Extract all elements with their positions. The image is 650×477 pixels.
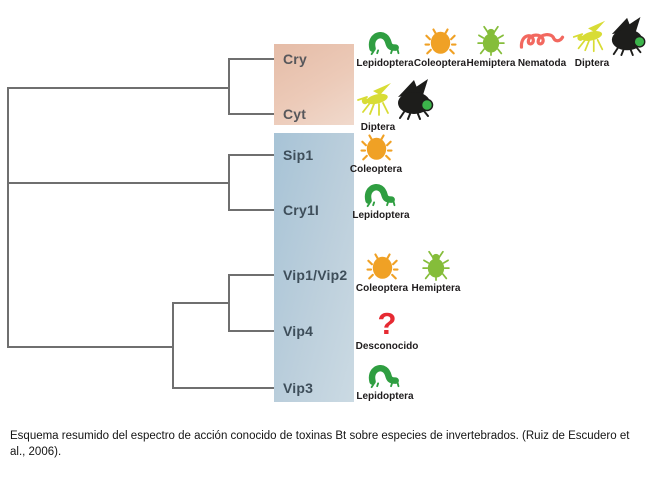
target-name: Hemiptera	[411, 283, 461, 294]
toxin-label-vip4: Vip4	[283, 323, 314, 339]
target-name: Diptera	[574, 58, 610, 69]
tree-branch-vip-clade	[7, 346, 173, 348]
target-name: Lepidoptera	[356, 391, 414, 402]
target-vip4-unknown: ? Desconocido	[355, 306, 419, 352]
aphid-icon	[421, 250, 451, 281]
mosquito-fly-icon	[319, 78, 437, 120]
beetle-mite-icon	[365, 252, 399, 281]
tree-tip-cyt	[228, 113, 280, 115]
target-name: Coleoptera	[355, 283, 409, 294]
target-vip3-lepidoptera: Lepidoptera	[356, 363, 414, 402]
target-name: Lepidoptera	[352, 210, 410, 221]
target-name: Hemiptera	[466, 58, 516, 69]
target-name: Coleoptera	[349, 164, 403, 175]
target-cry1i-lepidoptera: Lepidoptera	[352, 184, 410, 221]
tree-junction-cry-cyt	[228, 58, 230, 115]
toxin-label-cry1i: Cry1I	[283, 202, 320, 218]
aphid-icon	[476, 25, 506, 56]
target-vip1vip2-coleoptera: Coleoptera	[356, 252, 408, 294]
beetle-mite-icon	[423, 28, 457, 56]
caterpillar-icon	[367, 363, 404, 389]
target-name: Desconocido	[355, 341, 419, 352]
tree-tip-cry1i	[228, 209, 280, 211]
toxin-label-vip1vip2: Vip1/Vip2	[283, 267, 348, 283]
target-cry-lepidoptera: Lepidoptera	[356, 28, 414, 69]
target-cry-hemiptera: Hemiptera	[466, 25, 516, 69]
target-name: Lepidoptera	[356, 58, 414, 69]
tree-branch-vip12-vip4-pair	[172, 302, 230, 304]
target-name: Diptera	[360, 122, 396, 133]
target-vip1vip2-hemiptera: Hemiptera	[411, 250, 461, 294]
question-mark-icon: ?	[377, 306, 397, 341]
toxin-label-cry: Cry	[283, 51, 307, 67]
toxin-label-sip1: Sip1	[283, 147, 314, 163]
caterpillar-icon	[367, 28, 404, 56]
tree-tip-vip4	[228, 330, 280, 332]
tree-root-vertical-line	[7, 87, 9, 348]
tree-tip-vip3	[172, 387, 280, 389]
target-cry-nematoda: Nematoda	[516, 28, 568, 69]
cry-cyt-family-box	[274, 44, 354, 125]
tree-branch-cry-cyt-clade	[7, 87, 229, 89]
target-sip1-coleoptera: Coleoptera	[349, 134, 403, 175]
target-name: Coleoptera	[413, 58, 467, 69]
tree-tip-vip1-vip2	[228, 274, 280, 276]
target-name: Nematoda	[517, 58, 567, 69]
tree-tip-cry	[228, 58, 280, 60]
sip-vip-family-box	[274, 133, 354, 402]
toxin-label-cyt: Cyt	[283, 106, 307, 122]
beetle-mite-icon	[359, 134, 393, 162]
caterpillar-icon	[363, 184, 400, 208]
toxin-label-vip3: Vip3	[283, 380, 314, 396]
figure-caption: Esquema resumido del espectro de acción …	[10, 430, 630, 458]
target-cyt-diptera: Diptera	[346, 78, 434, 133]
tree-junction-vip-subclade	[172, 302, 174, 389]
tree-junction-sip1-cry1i	[228, 154, 230, 211]
tree-tip-sip1	[228, 154, 280, 156]
mosquito-fly-icon	[535, 16, 649, 56]
tree-branch-sip-cry1i-clade	[7, 182, 229, 184]
target-cry-diptera: Diptera	[560, 16, 646, 69]
target-cry-coleoptera: Coleoptera	[414, 28, 466, 69]
